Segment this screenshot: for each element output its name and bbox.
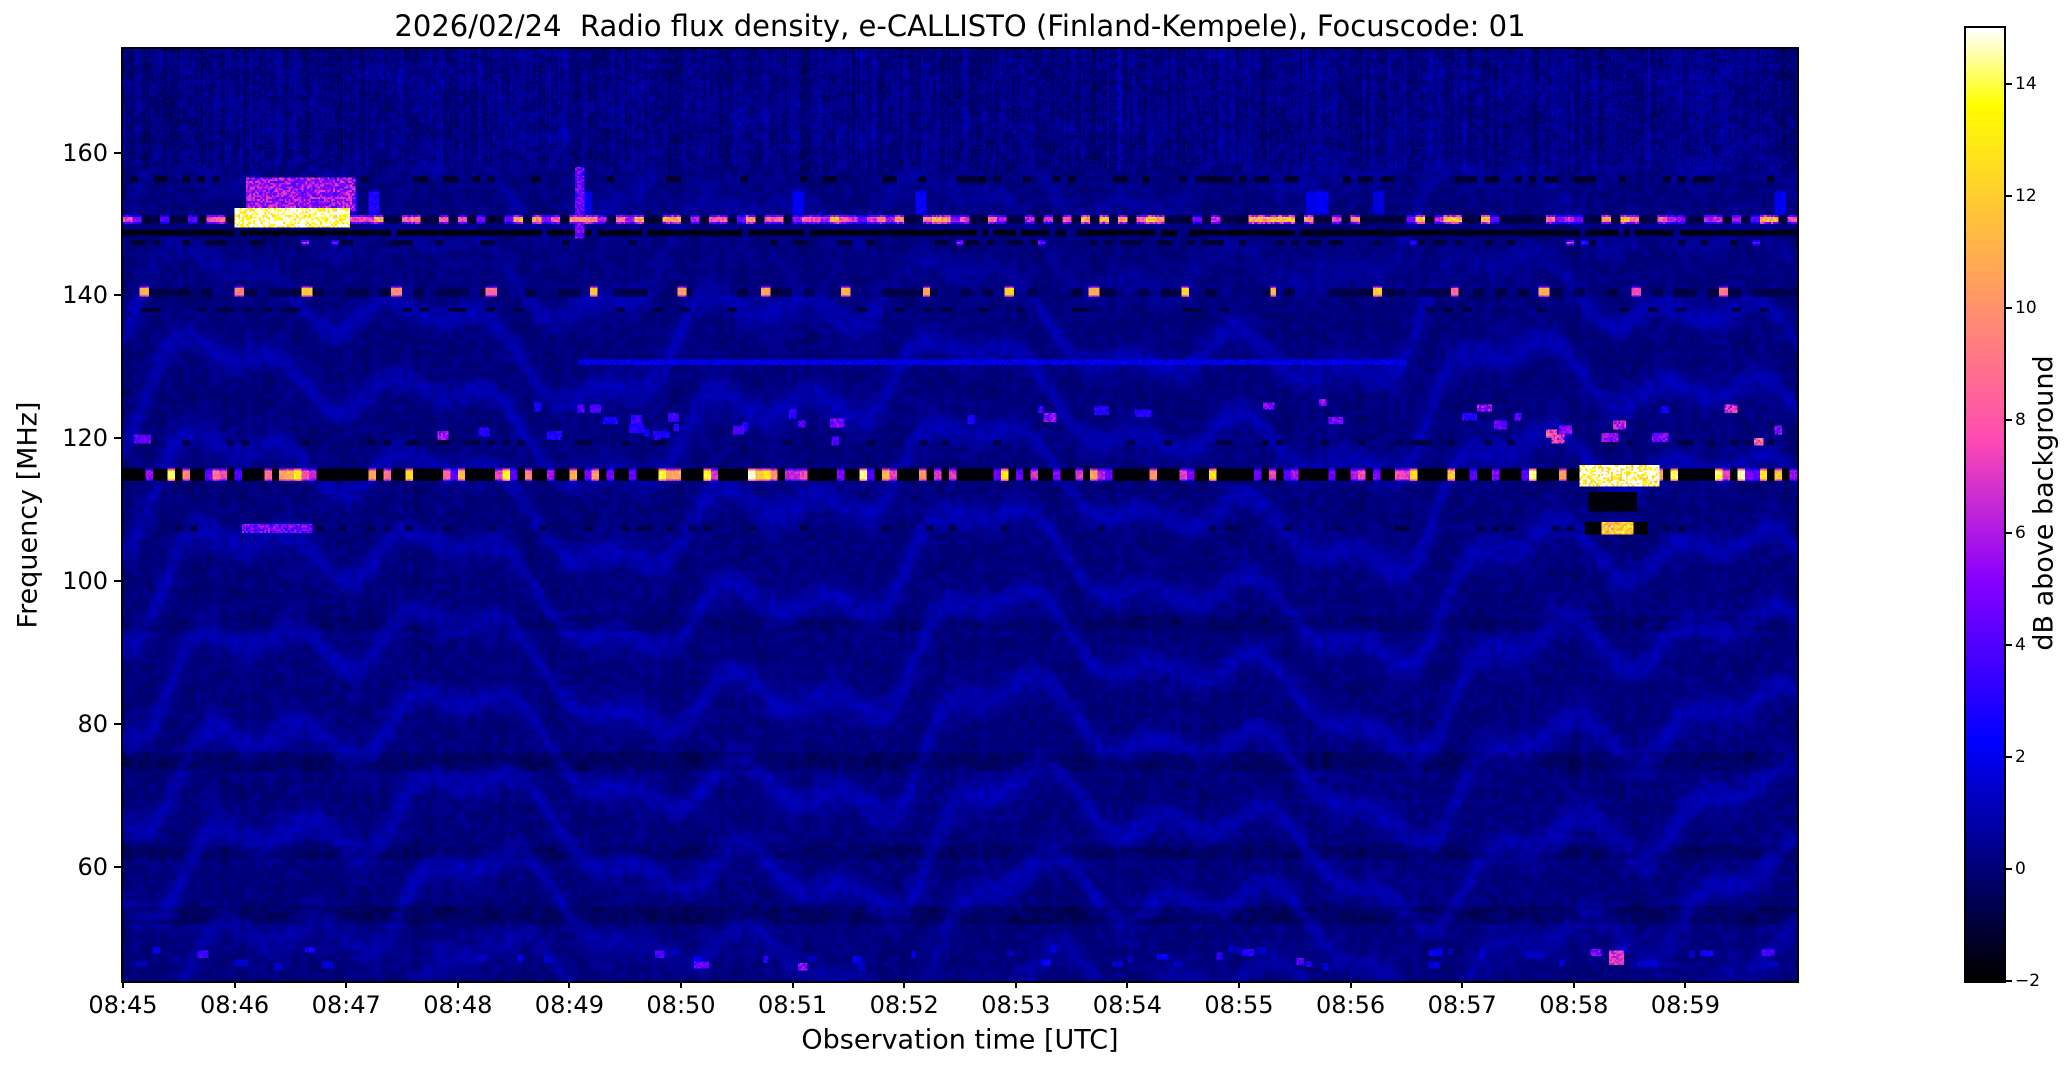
colorbar-tick-mark: [2006, 307, 2012, 310]
x-tick-mark: [903, 981, 906, 988]
x-axis-label: Observation time [UTC]: [801, 1024, 1119, 1056]
colorbar-tick-mark: [2006, 195, 2012, 198]
x-tick-label: 08:45: [88, 991, 158, 1019]
colorbar-tick-mark: [2006, 531, 2012, 534]
colorbar-tick-label: 4: [2015, 634, 2026, 655]
y-tick-mark: [114, 151, 121, 154]
y-tick-label: 120: [62, 424, 108, 453]
x-tick-mark: [791, 981, 794, 988]
x-tick-mark: [233, 981, 236, 988]
colorbar-tick-label: 14: [2015, 74, 2037, 95]
y-tick-mark: [114, 580, 121, 583]
colorbar-tick-mark: [2006, 643, 2012, 646]
y-axis-label: Frequency [MHz]: [12, 401, 44, 629]
chart-title: 2026/02/24 Radio flux density, e-CALLIST…: [394, 9, 1526, 43]
colorbar: [1964, 26, 2006, 983]
spectrogram-canvas: [123, 49, 1797, 981]
x-tick-label: 08:48: [423, 991, 493, 1019]
colorbar-tick-label: 12: [2015, 186, 2037, 207]
colorbar-tick-label: 8: [2015, 410, 2026, 431]
colorbar-tick-mark: [2006, 83, 2012, 86]
colorbar-tick-mark: [2006, 980, 2012, 982]
x-tick-label: 08:50: [646, 991, 716, 1019]
x-tick-label: 08:58: [1539, 991, 1609, 1019]
x-tick-mark: [1684, 981, 1687, 988]
y-tick-label: 100: [62, 567, 108, 596]
colorbar-tick-mark: [2006, 419, 2012, 422]
x-tick-mark: [1349, 981, 1352, 988]
colorbar-tick-label: 2: [2015, 746, 2026, 767]
colorbar-tick-label: −2: [2015, 971, 2041, 991]
x-tick-label: 08:56: [1316, 991, 1386, 1019]
colorbar-gradient: [1966, 28, 2004, 981]
x-tick-mark: [1126, 981, 1129, 988]
y-tick-label: 80: [77, 709, 108, 738]
x-tick-label: 08:49: [534, 991, 604, 1019]
x-tick-label: 08:57: [1427, 991, 1497, 1019]
x-tick-mark: [568, 981, 571, 988]
colorbar-tick-label: 10: [2015, 298, 2037, 319]
y-tick-mark: [114, 294, 121, 297]
x-tick-mark: [1014, 981, 1017, 988]
colorbar-tick-mark: [2006, 867, 2012, 870]
colorbar-tick-label: 6: [2015, 522, 2026, 543]
y-tick-label: 140: [62, 281, 108, 310]
y-tick-mark: [114, 865, 121, 868]
x-tick-mark: [456, 981, 459, 988]
x-tick-label: 08:54: [1092, 991, 1162, 1019]
x-tick-mark: [122, 981, 124, 988]
x-tick-label: 08:52: [869, 991, 939, 1019]
x-tick-label: 08:51: [758, 991, 828, 1019]
x-tick-label: 08:53: [981, 991, 1051, 1019]
colorbar-label: dB above background: [2028, 355, 2060, 651]
x-tick-mark: [1572, 981, 1575, 988]
x-tick-label: 08:46: [200, 991, 270, 1019]
x-tick-mark: [1238, 981, 1240, 988]
colorbar-tick-mark: [2006, 755, 2012, 758]
y-tick-mark: [114, 722, 121, 725]
x-tick-label: 08:47: [311, 991, 381, 1019]
x-tick-label: 08:55: [1204, 991, 1274, 1019]
y-tick-mark: [114, 437, 121, 440]
x-tick-label: 08:59: [1650, 991, 1720, 1019]
x-tick-mark: [680, 981, 682, 988]
x-tick-mark: [1461, 981, 1464, 988]
plot-area: [121, 47, 1799, 983]
y-tick-label: 60: [77, 852, 108, 881]
x-tick-mark: [345, 981, 348, 988]
colorbar-tick-label: 0: [2015, 858, 2026, 879]
y-tick-label: 160: [62, 138, 108, 167]
